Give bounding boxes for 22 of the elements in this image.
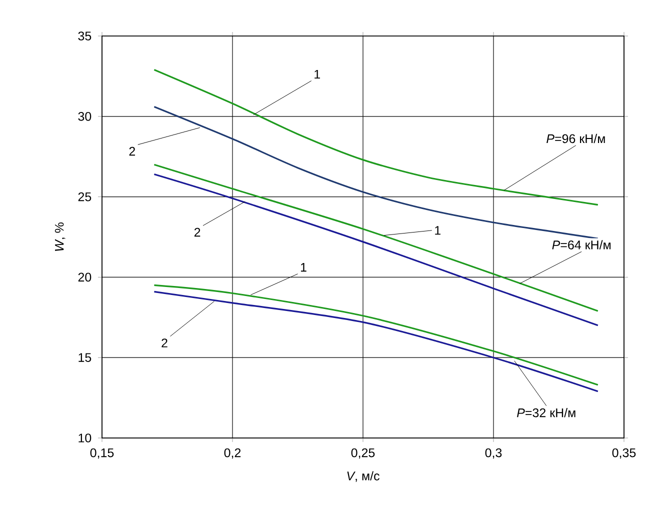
- x-tick-label: 0,15: [90, 448, 114, 459]
- y-tick-label: 35: [78, 32, 92, 40]
- annotation: 2: [194, 228, 200, 237]
- y-tick-label: 10: [78, 434, 92, 442]
- annotation: 1: [300, 263, 306, 272]
- x-axis-title: V, м/с: [347, 471, 380, 482]
- annotation: P=64 кН/м: [552, 240, 611, 250]
- annotation: P=32 кН/м: [516, 408, 576, 418]
- y-tick-label: 20: [78, 272, 92, 282]
- x-tick-label: 0,3: [485, 448, 502, 459]
- annotation: 2: [129, 146, 135, 156]
- annotation: 1: [435, 226, 440, 235]
- x-tick-label: 0,25: [351, 448, 375, 459]
- x-tick-label: 0,2: [224, 448, 241, 459]
- annotation: 1: [314, 70, 320, 79]
- y-tick-label: 30: [78, 112, 92, 121]
- y-tick-label: 15: [78, 353, 92, 362]
- x-tick-label: 0,35: [612, 448, 636, 459]
- y-tick-label: 25: [78, 192, 92, 202]
- y-axis-title: W, %: [54, 222, 66, 251]
- annotation: 2: [162, 338, 168, 348]
- annotation: P=96 кН/м: [546, 134, 605, 144]
